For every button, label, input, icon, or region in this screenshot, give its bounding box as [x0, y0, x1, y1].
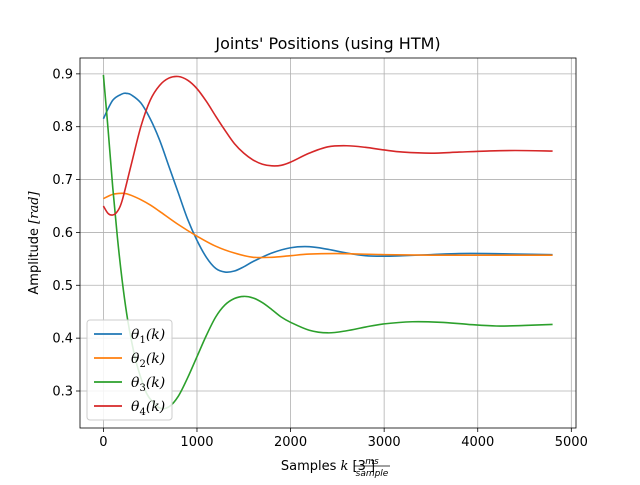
y-tick-label: 0.9: [52, 67, 73, 82]
legend-label-tail: (k): [146, 327, 165, 343]
plot-frame: [79, 57, 577, 429]
y-tick-label: 0.7: [52, 173, 73, 188]
y-tick-label: 0.6: [52, 226, 73, 241]
x-tick-label: 0: [99, 435, 107, 450]
legend-box: [86, 319, 173, 421]
y-tick-label: 0.4: [52, 332, 73, 347]
series-line-theta1: [102, 92, 553, 274]
x-axis-title-var: k: [341, 459, 349, 474]
series-line-theta2: [103, 192, 553, 259]
y-axis-title-text: Amplitude: [27, 224, 42, 295]
y-tick-label: 0.3: [52, 385, 73, 400]
x-axis: 0 1000 2000 3000 4000 5000: [99, 428, 588, 450]
legend-label-subscript: 1: [139, 335, 145, 346]
y-axis-title-unit: [rad]: [27, 190, 42, 223]
legend-label-base: θ: [131, 375, 140, 391]
y-axis: 0.3 0.4 0.5 0.6 0.7 0.8 0.9: [52, 67, 80, 400]
legend-label-base: θ: [131, 327, 140, 343]
x-tick-label: 1000: [180, 435, 213, 450]
y-tick-label: 0.5: [52, 279, 73, 294]
legend-label-subscript: 3: [139, 383, 145, 394]
x-tick-label: 4000: [461, 435, 494, 450]
legend-label-theta2: θ2(k): [131, 351, 165, 370]
series-line-theta4: [102, 75, 553, 216]
x-axis-title-prefix: Samples: [281, 459, 341, 474]
legend-label-tail: (k): [146, 399, 165, 415]
x-axis-title-frac-denominator: sample: [356, 469, 389, 479]
legend-label-subscript: 2: [139, 359, 145, 370]
legend-label-subscript: 4: [139, 407, 145, 418]
legend: θ1(k)θ2(k)θ3(k)θ4(k): [86, 319, 173, 421]
legend-label-tail: (k): [146, 351, 165, 367]
legend-label-theta1: θ1(k): [131, 327, 165, 346]
y-tick-label: 0.8: [52, 120, 73, 135]
x-axis-title: Samples k [3 ]: [281, 459, 375, 474]
x-axis-title-bracket-open: [3: [348, 459, 370, 474]
x-tick-label: 3000: [368, 435, 401, 450]
chart-title: Joints' Positions (using HTM): [214, 34, 440, 53]
legend-label-theta4: θ4(k): [131, 399, 165, 418]
legend-label-base: θ: [131, 399, 140, 415]
x-axis-title-bracket-close: ]: [370, 459, 375, 474]
x-tick-label: 5000: [555, 435, 588, 450]
legend-label-base: θ: [131, 351, 140, 367]
y-axis-title: Amplitude [rad]: [27, 190, 42, 294]
legend-label-theta3: θ3(k): [131, 375, 165, 394]
legend-label-tail: (k): [146, 375, 165, 391]
x-tick-label: 2000: [274, 435, 307, 450]
x-axis-title-frac-numerator: ms: [365, 457, 379, 467]
